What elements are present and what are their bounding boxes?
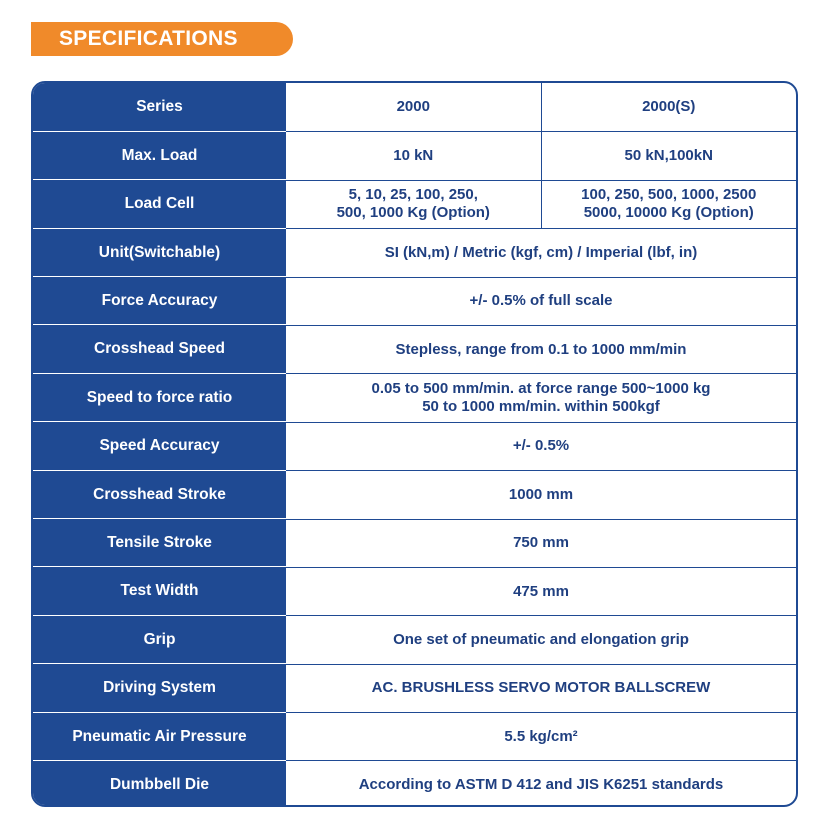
row-value: 475 mm	[513, 582, 569, 600]
row-label: Driving System	[33, 663, 286, 713]
value-line: 50 to 1000 mm/min. within 500kgf	[422, 398, 660, 416]
value-2000: 2000	[396, 98, 430, 116]
table-row-dumbbell-die: Dumbbell Die According to ASTM D 412 and…	[33, 759, 796, 805]
row-label: Force Accuracy	[33, 276, 286, 325]
row-label: Crosshead Speed	[33, 324, 286, 374]
row-label: Grip	[33, 614, 286, 664]
row-label: Crosshead Stroke	[33, 469, 286, 519]
value-line: 500, 1000 Kg (Option)	[336, 204, 490, 222]
table-row-grip: Grip One set of pneumatic and elongation…	[33, 614, 796, 664]
table-row-driving-system: Driving System AC. BRUSHLESS SERVO MOTOR…	[33, 663, 796, 713]
row-value: +/- 0.5% of full scale	[469, 292, 613, 310]
table-row-force-accuracy: Force Accuracy +/- 0.5% of full scale	[33, 276, 796, 325]
row-label: Tensile Stroke	[33, 518, 286, 567]
row-value: 1000 mm	[508, 485, 574, 503]
table-row-series: Series 2000 2000(S)	[33, 83, 797, 132]
section-title: SPECIFICATIONS	[31, 22, 293, 56]
row-label: Pneumatic Air Pressure	[33, 711, 286, 761]
value-line: 0.05 to 500 mm/min. at force range 500~1…	[371, 380, 711, 398]
table-row-load-cell: Load Cell 5, 10, 25, 100, 250, 500, 1000…	[33, 179, 797, 229]
row-value: One set of pneumatic and elongation grip	[393, 630, 689, 648]
table-row-speed-force-ratio: Speed to force ratio 0.05 to 500 mm/min.…	[33, 372, 796, 422]
table-row-max-load: Max. Load 10 kN 50 kN,100kN	[33, 130, 797, 180]
specifications-table: Series 2000 2000(S) Max. Load 10 kN 50 k…	[31, 81, 798, 807]
table-row-unit: Unit(Switchable) SI (kN,m) / Metric (kgf…	[33, 227, 796, 277]
row-value: 0.05 to 500 mm/min. at force range 500~1…	[286, 374, 796, 421]
row-value: Stepless, range from 0.1 to 1000 mm/min	[395, 340, 687, 358]
row-label: Speed to force ratio	[33, 372, 286, 422]
value-2000s: 100, 250, 500, 1000, 2500 5000, 10000 Kg…	[540, 180, 797, 229]
row-value: AC. BRUSHLESS SERVO MOTOR BALLSCREW	[371, 679, 711, 697]
value-line: 100, 250, 500, 1000, 2500	[581, 186, 757, 204]
row-label: Dumbbell Die	[33, 759, 286, 805]
row-label: Speed Accuracy	[33, 421, 286, 471]
value-2000: 5, 10, 25, 100, 250, 500, 1000 Kg (Optio…	[286, 181, 541, 228]
row-label: Max. Load	[33, 130, 286, 180]
table-row-pneumatic-air-pressure: Pneumatic Air Pressure 5.5 kg/cm²	[33, 711, 796, 761]
row-label: Test Width	[33, 566, 286, 616]
value-2000: 10 kN	[393, 147, 434, 165]
value-line: 5, 10, 25, 100, 250,	[348, 186, 478, 204]
row-value: SI (kN,m) / Metric (kgf, cm) / Imperial …	[384, 243, 698, 261]
row-value: According to ASTM D 412 and JIS K6251 st…	[358, 776, 724, 794]
table-row-speed-accuracy: Speed Accuracy +/- 0.5%	[33, 421, 796, 471]
row-label: Series	[33, 83, 286, 132]
value-2000s: 2000(S)	[540, 83, 797, 132]
table-row-crosshead-speed: Crosshead Speed Stepless, range from 0.1…	[33, 324, 796, 374]
table-row-test-width: Test Width 475 mm	[33, 566, 796, 616]
table-row-crosshead-stroke: Crosshead Stroke 1000 mm	[33, 469, 796, 519]
row-label: Unit(Switchable)	[33, 227, 286, 277]
table-row-tensile-stroke: Tensile Stroke 750 mm	[33, 518, 796, 567]
row-label: Load Cell	[33, 179, 286, 229]
row-value: 750 mm	[513, 534, 569, 552]
row-value: 5.5 kg/cm²	[504, 727, 578, 745]
value-2000s: 50 kN,100kN	[540, 132, 797, 180]
row-value: +/- 0.5%	[512, 437, 570, 455]
value-line: 5000, 10000 Kg (Option)	[583, 204, 754, 222]
